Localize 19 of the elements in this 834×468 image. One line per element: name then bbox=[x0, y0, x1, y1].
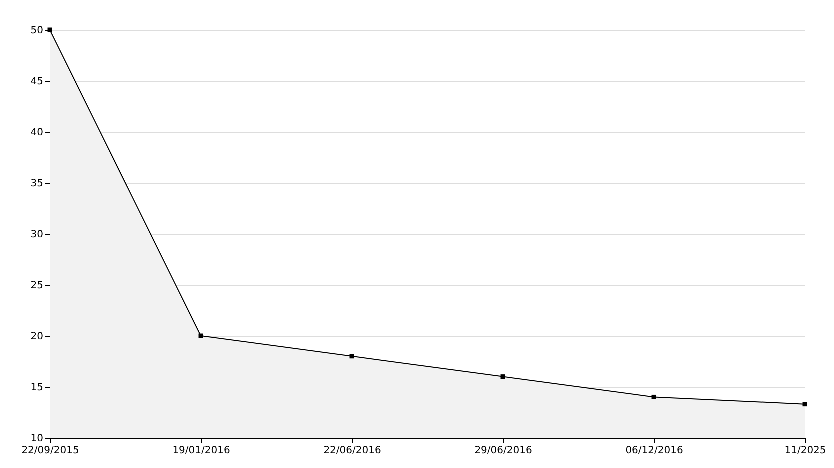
x-tick-label: 11/2025 bbox=[784, 446, 826, 456]
point bbox=[350, 354, 354, 359]
x-tick-label: 29/06/2016 bbox=[474, 446, 532, 456]
x-tick-label: 22/09/2015 bbox=[22, 446, 80, 456]
point bbox=[802, 402, 808, 407]
y-tick-label: 45 bbox=[30, 76, 44, 88]
y-tick-label: 35 bbox=[30, 178, 44, 190]
point bbox=[500, 374, 506, 380]
y-tick-label: 30 bbox=[30, 230, 44, 240]
x-tick-label: 22/06/2016 bbox=[324, 446, 382, 456]
y-tick-label: 20 bbox=[30, 332, 44, 342]
y-tick-label: 10 bbox=[30, 434, 44, 444]
y-tick-label: 50 bbox=[30, 26, 44, 36]
y-tick-label: 40 bbox=[30, 128, 44, 138]
y-tick-label: 25 bbox=[30, 280, 44, 292]
x-tick-label: 19/01/2016 bbox=[172, 446, 230, 456]
y-tick-label: 15 bbox=[30, 382, 44, 394]
x-tick-label: 06/12/2016 bbox=[626, 446, 684, 456]
point bbox=[652, 394, 656, 400]
